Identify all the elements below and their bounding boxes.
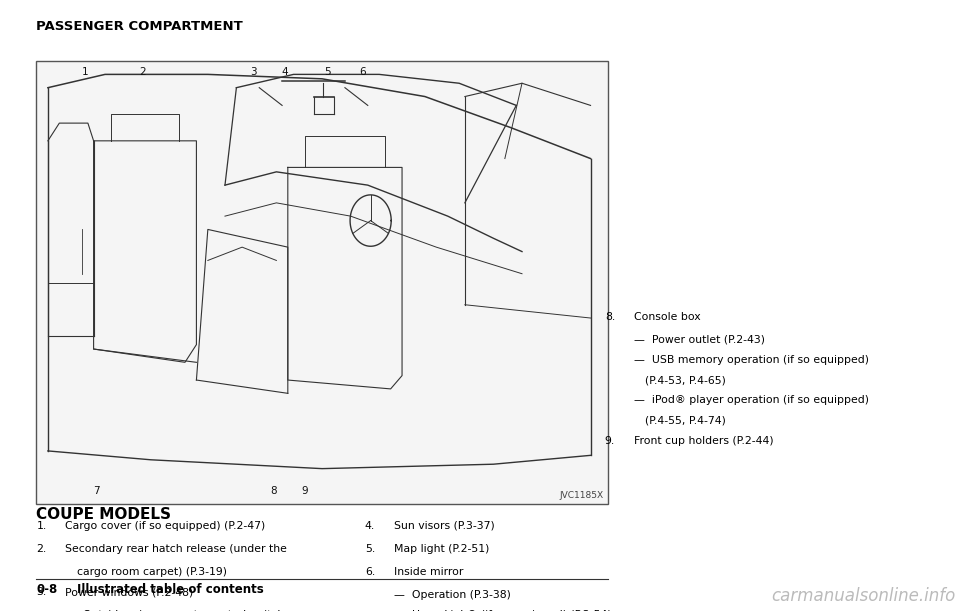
Text: 2: 2: [139, 67, 146, 77]
Text: Power windows (P.2-48): Power windows (P.2-48): [65, 587, 194, 597]
Text: 2.: 2.: [36, 544, 47, 554]
Text: 6.: 6.: [365, 567, 375, 577]
Text: 1.: 1.: [36, 521, 47, 530]
Text: 5: 5: [324, 67, 331, 77]
Text: —  USB memory operation (if so equipped): — USB memory operation (if so equipped): [634, 355, 869, 365]
Text: Front cup holders (P.2-44): Front cup holders (P.2-44): [634, 436, 773, 445]
Text: 7: 7: [93, 486, 100, 496]
Text: Inside mirror: Inside mirror: [394, 567, 463, 577]
Text: —  Power outlet (P.2-43): — Power outlet (P.2-43): [634, 335, 764, 345]
Text: 4.: 4.: [365, 521, 375, 530]
Text: Secondary rear hatch release (under the: Secondary rear hatch release (under the: [65, 544, 287, 554]
Text: (P.4-55, P.4-74): (P.4-55, P.4-74): [645, 415, 726, 425]
Text: Console box: Console box: [634, 312, 700, 321]
Text: carmanualsonline.info: carmanualsonline.info: [771, 587, 955, 605]
Text: 9: 9: [301, 486, 308, 496]
Text: —  Operation (P.3-38): — Operation (P.3-38): [394, 590, 511, 600]
Text: cargo room carpet) (P.3-19): cargo room carpet) (P.3-19): [77, 567, 227, 577]
Text: 3.: 3.: [36, 587, 47, 597]
Text: Sun visors (P.3-37): Sun visors (P.3-37): [394, 521, 494, 530]
Text: Cargo cover (if so equipped) (P.2-47): Cargo cover (if so equipped) (P.2-47): [65, 521, 266, 530]
Text: 8: 8: [270, 486, 276, 496]
Text: —  Outside mirror remote control switch: — Outside mirror remote control switch: [65, 610, 284, 611]
Text: COUPE MODELS: COUPE MODELS: [36, 507, 172, 522]
Text: —  iPod® player operation (if so equipped): — iPod® player operation (if so equipped…: [634, 395, 869, 405]
Text: 0-8: 0-8: [36, 583, 58, 596]
Text: 6: 6: [359, 67, 366, 77]
Text: Map light (P.2-51): Map light (P.2-51): [394, 544, 489, 554]
Text: JVC1185X: JVC1185X: [560, 491, 604, 500]
Text: 5.: 5.: [365, 544, 375, 554]
Text: 4: 4: [281, 67, 288, 77]
Text: 8.: 8.: [605, 312, 615, 321]
Text: PASSENGER COMPARTMENT: PASSENGER COMPARTMENT: [36, 20, 243, 32]
Text: 1: 1: [82, 67, 88, 77]
Text: —  HomeLink® (if so equipped) (P.2-54): — HomeLink® (if so equipped) (P.2-54): [394, 610, 612, 611]
Text: 9.: 9.: [605, 436, 615, 445]
Text: Illustrated table of contents: Illustrated table of contents: [77, 583, 264, 596]
Bar: [36, 61, 608, 504]
Text: 3: 3: [251, 67, 257, 77]
Text: (P.4-53, P.4-65): (P.4-53, P.4-65): [645, 375, 726, 385]
